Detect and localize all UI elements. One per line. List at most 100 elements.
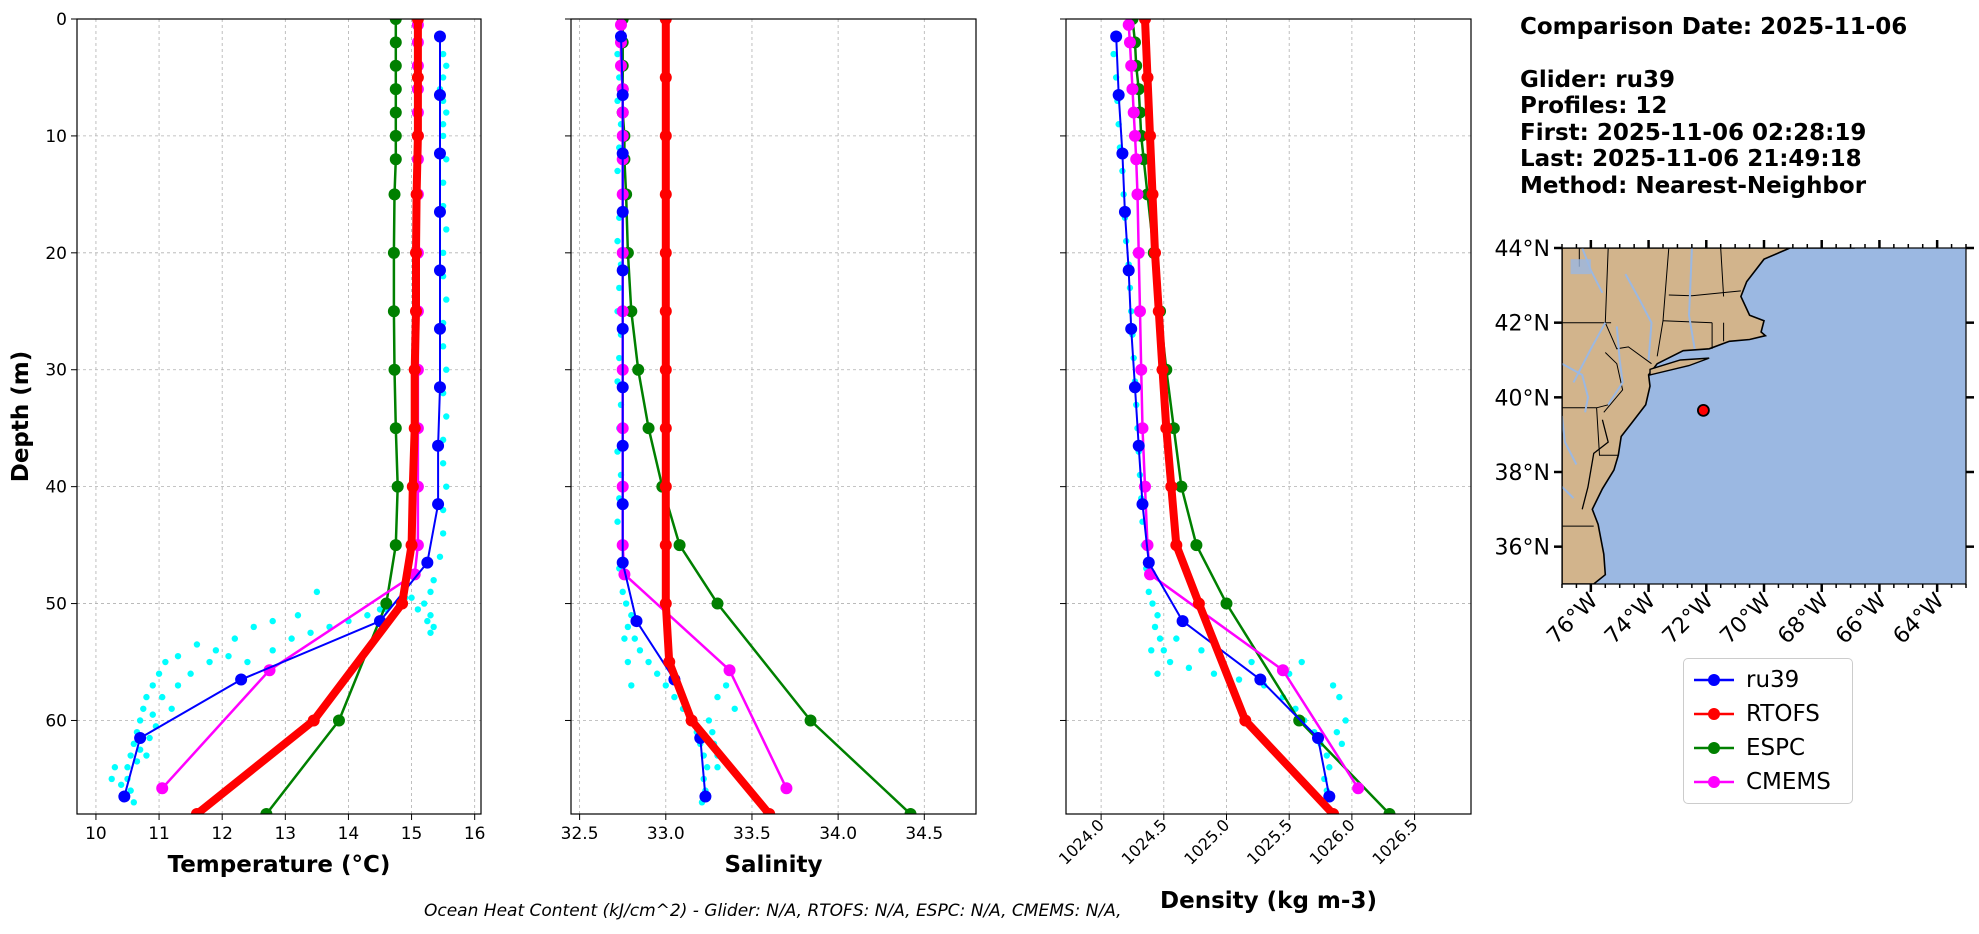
series-point-8 [432,498,445,511]
series-point-7 [1132,439,1145,452]
x-tick-label-1: 1024.5 [1118,815,1171,868]
scatter-point-25 [436,553,444,560]
scatter-point-12 [439,249,447,257]
x-tick-label-5: 1026.5 [1368,815,1421,868]
y-tick-label-0: 0 [56,10,67,30]
y-tick-label-2: 20 [45,244,67,264]
y-tick-label-3: 30 [45,361,67,381]
series-point-6 [659,363,672,376]
series-point-11 [1239,714,1252,727]
series-cmems-density [1122,19,1365,795]
series-point-16 [1352,782,1365,795]
scatter-point-2 [439,74,447,81]
series-point-15 [804,714,817,727]
series-point-16 [156,782,169,795]
scatter-point-0 [614,50,621,58]
scatter-point-44 [1329,682,1337,689]
map-lon-label-0: 76°W [1542,588,1603,649]
scatter-point-50 [1198,647,1205,654]
scatter-point-44 [143,693,150,701]
series-point-3 [389,83,402,96]
series-point-11 [663,656,676,669]
series-point-9 [421,556,434,569]
panel-salinity: 32.5 33.0 33.5 34.0 34.5 Salinity [561,18,977,878]
series-point-8 [616,498,629,511]
series-point-1 [1123,36,1136,49]
series-point-3 [1126,83,1139,96]
series-point-11 [235,673,248,686]
series-point-12 [190,808,203,814]
scatter-point-0 [1110,50,1117,58]
series-point-4 [1149,246,1162,259]
series-point-7 [1131,188,1144,201]
legend-swatch-ru39 [1694,674,1734,686]
series-point-5 [389,129,402,142]
scatter-point-26 [624,623,632,631]
scatter-point-16 [439,343,447,350]
series-point-14 [408,568,421,581]
river-3 [1562,362,1590,413]
scatter-point-35 [269,617,276,625]
x-tick-label-1: 11 [148,824,170,844]
scatter-point-59 [149,711,156,718]
series-point-9 [659,539,672,552]
series-point-12 [1175,480,1188,493]
legend-label-cmems: CMEMS [1746,769,1831,795]
series-point-11 [642,422,655,435]
glider-name: Glider: ru39 [1520,66,1675,93]
series-point-12 [1327,808,1340,814]
scatter-point-23 [1145,588,1152,596]
legend-swatch-rtofs [1694,708,1734,720]
scatter-point-6 [439,121,447,128]
scatter-point-50 [705,717,713,724]
scatter-point-53 [1154,670,1161,677]
series-point-4 [433,264,446,277]
series-line [661,19,773,814]
series-point-12 [134,732,147,745]
series-point-1 [616,88,629,101]
scatter-point-17 [443,366,450,373]
legend-label-ru39: ru39 [1746,667,1800,693]
series-point-6 [1128,381,1141,394]
ocean-heat-content-note: Ocean Heat Content (kJ/cm^2) - Glider: N… [424,901,1122,921]
series-point-6 [1156,363,1169,376]
series-line [1131,19,1391,814]
x-tick-label-2: 12 [211,824,233,844]
map-area [1562,248,1966,584]
scatter-point-33 [313,588,321,596]
series-point-12 [1312,732,1325,745]
scatter-point-25 [1154,612,1161,619]
series-point-1 [659,71,672,84]
series-point-13 [118,790,131,803]
scatter-point-19 [443,413,450,420]
scatter-point-53 [130,799,138,806]
scatter-point-30 [430,623,437,631]
scatter-point-81 [133,758,141,765]
series-point-15 [723,664,736,677]
x-tick-label-4: 14 [338,824,360,844]
series-point-12 [685,714,698,727]
series-point-0 [614,30,627,43]
series-point-2 [1144,129,1157,142]
scatter-point-28 [1160,647,1168,654]
series-point-8 [406,480,419,493]
legend-entry-rtofs: RTOFS [1684,697,1852,731]
panel-density: 1024.0 1024.5 1025.0 1025.5 1026.0 1026.5 Dens… [1055,18,1472,914]
series-point-1 [1141,71,1154,84]
scatter-point-54 [117,781,125,788]
scatter-point-74 [408,594,415,601]
state-border-12 [1603,352,1624,413]
scatter-point-23 [619,588,626,596]
scatter-point-49 [127,752,134,759]
scatter-point-14 [443,296,450,303]
scatter-point-61 [174,682,182,689]
series-point-1 [411,71,424,84]
series-point-9 [616,556,629,569]
x-tick-label-5: 15 [401,824,423,844]
scatter-point-27 [427,588,434,596]
scatter-point-30 [653,670,661,677]
series-line [1115,36,1331,797]
scatter-point-13 [616,354,623,362]
scatter-point-8 [614,237,621,245]
scatter-point-56 [108,775,115,783]
